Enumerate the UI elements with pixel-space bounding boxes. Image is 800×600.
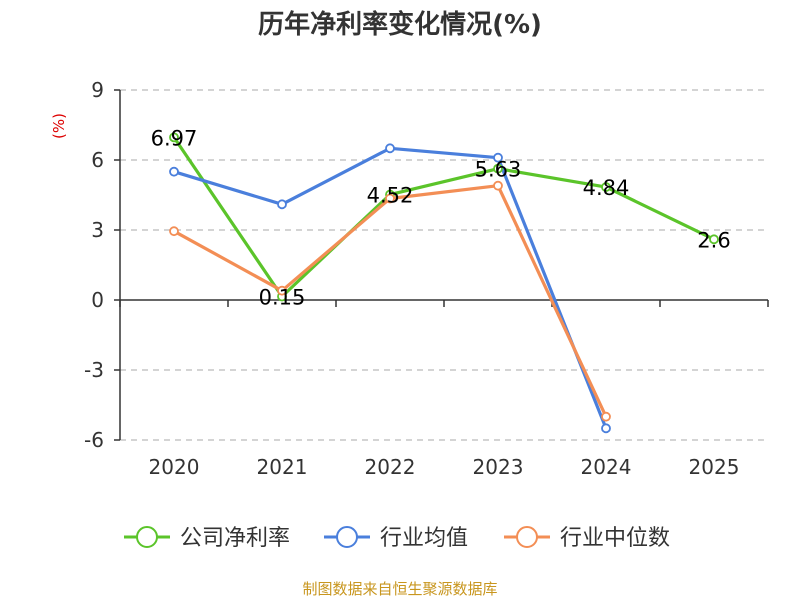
x-tick-label: 2025 xyxy=(689,455,740,479)
y-tick-label: 0 xyxy=(91,288,104,312)
data-label: 6.97 xyxy=(151,126,198,150)
axes xyxy=(114,89,769,441)
legend: 公司净利率 行业均值 行业中位数 xyxy=(124,526,670,551)
data-label: 4.84 xyxy=(583,176,630,200)
data-point xyxy=(169,132,179,143)
data-point xyxy=(601,423,611,434)
y-tick-label: -6 xyxy=(84,428,104,452)
data-label: 0.15 xyxy=(259,286,306,310)
data-point xyxy=(709,234,719,245)
x-tick-label: 2023 xyxy=(473,455,524,479)
data-point xyxy=(601,182,611,192)
legend-marker xyxy=(336,526,358,548)
data-point xyxy=(493,163,503,174)
legend-marker xyxy=(136,526,158,548)
data-label: 5.63 xyxy=(475,158,522,182)
series-line-2 xyxy=(173,184,608,418)
y-tick-label: 6 xyxy=(91,148,104,172)
y-tick-label: 9 xyxy=(91,78,104,102)
data-point xyxy=(169,226,179,237)
series-lines xyxy=(172,136,715,429)
x-tick-label: 2021 xyxy=(257,455,308,479)
legend-label: 行业均值 xyxy=(380,526,468,551)
x-tick-label: 2024 xyxy=(581,455,632,479)
data-label: 4.52 xyxy=(367,184,414,208)
grid-lines xyxy=(120,89,768,441)
x-tick-label: 2022 xyxy=(365,455,416,479)
data-point xyxy=(277,199,287,210)
source-note: 制图数据来自恒生聚源数据库 xyxy=(302,580,498,598)
legend-label: 行业中位数 xyxy=(560,526,670,551)
legend-marker xyxy=(516,526,538,548)
data-points xyxy=(169,132,719,434)
data-point xyxy=(169,166,179,177)
y-tick-label: -3 xyxy=(84,358,104,382)
data-point xyxy=(277,285,287,296)
chart-title: 历年净利率变化情况(%) xyxy=(258,10,542,40)
data-point xyxy=(601,411,611,422)
tick-labels: 9 6 3 0 -3 -6 2020 2021 2022 2023 2024 2025 (%) xyxy=(50,78,739,479)
data-labels: 6.97 0.15 4.52 5.63 4.84 2.6 xyxy=(151,126,731,309)
data-point xyxy=(385,193,395,204)
series-line-0 xyxy=(172,136,715,299)
y-axis-label: (%) xyxy=(50,113,68,139)
data-point xyxy=(493,152,503,163)
y-tick-label: 3 xyxy=(91,218,104,242)
data-point xyxy=(385,143,395,154)
data-label: 2.6 xyxy=(697,228,730,252)
x-tick-label: 2020 xyxy=(149,455,200,479)
data-point xyxy=(493,180,503,191)
legend-label: 公司净利率 xyxy=(180,526,290,551)
